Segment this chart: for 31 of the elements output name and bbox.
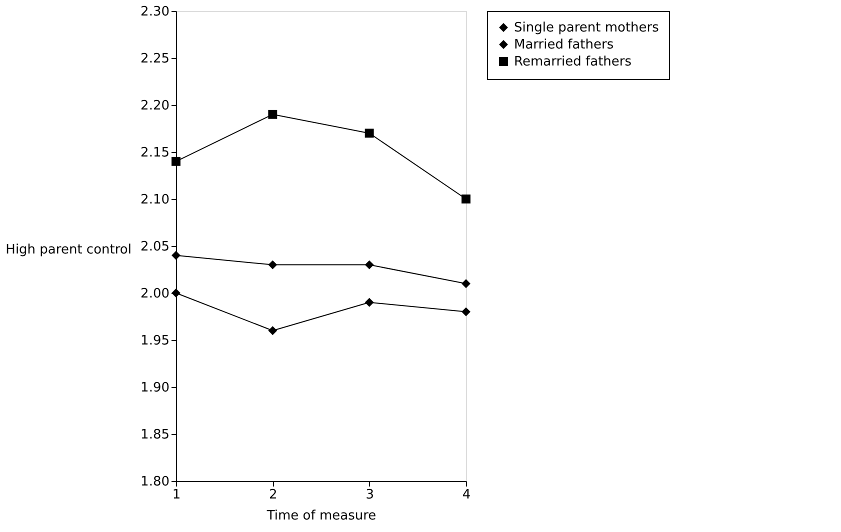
x-tick-label: 4 — [462, 488, 471, 502]
y-tick-label: 1.80 — [140, 474, 170, 490]
legend-label: Single parent mothers — [514, 20, 660, 36]
y-tick-label: 2.20 — [140, 98, 170, 114]
point — [462, 307, 470, 316]
y-tick-label: 1.85 — [140, 428, 170, 442]
y-tick-label: 1.90 — [140, 380, 170, 396]
legend-label: Married fathers — [514, 38, 614, 52]
x-tick-label: 2 — [269, 488, 278, 502]
point — [364, 128, 374, 138]
y-tick-label: 2.05 — [140, 240, 170, 254]
x-axis-title: Time of measure — [266, 508, 376, 524]
point — [268, 326, 278, 336]
y-tick-label: 2.15 — [140, 146, 170, 160]
x-tick-label: 1 — [172, 488, 181, 502]
point — [172, 250, 180, 260]
point — [268, 110, 278, 119]
legend-label: Remarried fathers — [514, 54, 632, 70]
point — [364, 260, 374, 270]
point — [268, 260, 278, 270]
y-tick-label: 2.00 — [140, 286, 170, 302]
y-tick-label: 2.30 — [140, 4, 170, 20]
y-tick-label: 2.10 — [140, 192, 170, 208]
point — [364, 298, 374, 307]
x-tick-label: 3 — [366, 488, 374, 502]
point — [172, 156, 180, 166]
y-axis-title: High parent control — [6, 242, 132, 258]
point — [462, 194, 470, 204]
point — [462, 279, 470, 288]
y-tick-label: 2.25 — [140, 52, 170, 66]
y-tick-label: 1.95 — [140, 334, 170, 348]
